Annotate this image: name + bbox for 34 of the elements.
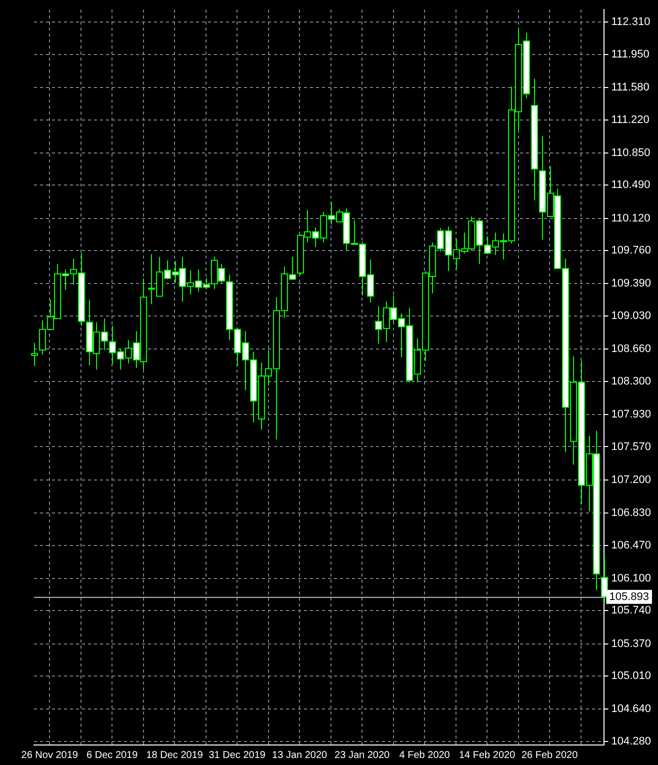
y-tick-label: 106.100 (611, 572, 652, 584)
y-tick-label: 106.830 (611, 507, 652, 520)
x-tick-label: 31 Dec 2019 (208, 750, 266, 761)
y-tick-label: 111.580 (611, 82, 650, 94)
candlestick (31, 342, 38, 367)
x-tick-label: 18 Dec 2019 (146, 750, 204, 761)
y-tick-label: 108.660 (611, 343, 652, 356)
x-tick-label: 23 Jan 2020 (334, 750, 390, 761)
y-tick-label: 105.010 (611, 670, 652, 682)
y-tick-label: 107.930 (611, 408, 652, 421)
y-tick-label: 104.640 (611, 703, 652, 716)
y-tick-label: 111.950 (611, 48, 650, 60)
y-tick-label: 109.390 (611, 278, 652, 290)
y-tick-label: 108.300 (611, 375, 652, 388)
y-tick-label: 106.470 (611, 539, 652, 552)
x-tick-label: 26 Feb 2020 (521, 750, 578, 761)
y-tick-label: 110.120 (611, 212, 650, 224)
y-tick-label: 107.570 (611, 440, 652, 453)
y-tick-label: 104.280 (611, 735, 652, 748)
y-tick-label: 110.490 (611, 179, 650, 192)
y-tick-label: 111.220 (611, 114, 650, 126)
y-tick-label: 107.200 (611, 474, 652, 486)
x-tick-label: 6 Dec 2019 (86, 750, 138, 761)
x-tick-label: 13 Jan 2020 (272, 750, 328, 761)
x-tick-label: 14 Feb 2020 (458, 750, 516, 761)
y-tick-label: 105.370 (611, 638, 652, 650)
ref-line-label: 105.893 (609, 590, 650, 603)
y-tick-label: 110.850 (611, 146, 650, 159)
y-tick-label: 105.740 (611, 604, 652, 617)
y-tick-label: 112.310 (611, 16, 650, 28)
x-tick-label: 4 Feb 2020 (399, 750, 450, 761)
x-tick-label: 26 Nov 2019 (21, 750, 78, 761)
y-tick-label: 109.760 (611, 244, 652, 257)
y-tick-label: 109.030 (611, 310, 652, 322)
